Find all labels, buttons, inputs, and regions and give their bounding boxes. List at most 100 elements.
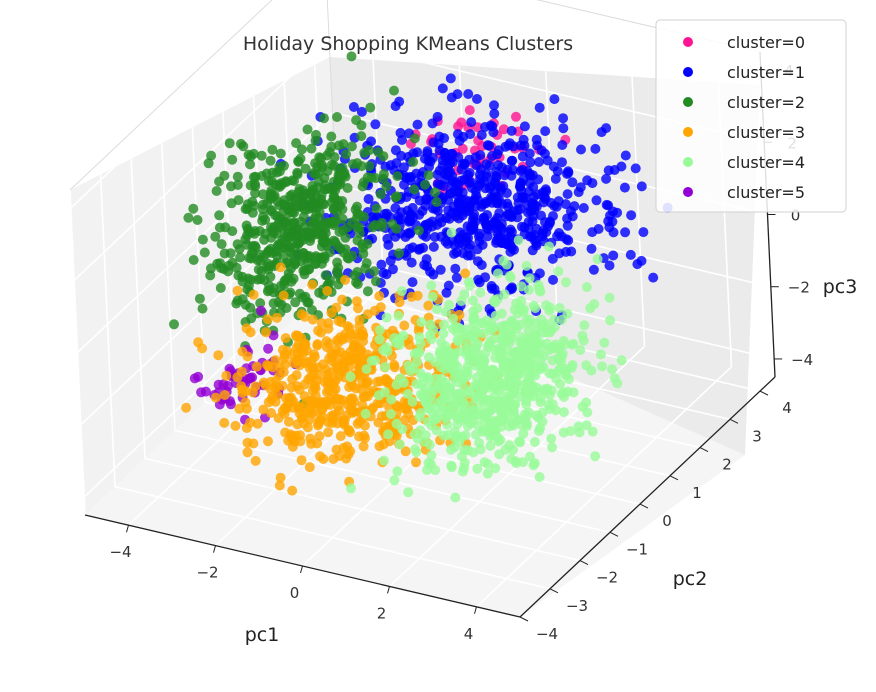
point-cluster=4 bbox=[477, 317, 488, 328]
point-cluster=3 bbox=[400, 446, 411, 457]
point-cluster=3 bbox=[262, 314, 273, 325]
legend-label-0: cluster=0 bbox=[727, 33, 805, 52]
point-cluster=2 bbox=[270, 179, 281, 190]
point-cluster=4 bbox=[497, 413, 508, 424]
point-cluster=1 bbox=[495, 232, 506, 243]
point-cluster=3 bbox=[399, 320, 410, 331]
point-cluster=4 bbox=[581, 420, 592, 431]
point-cluster=3 bbox=[274, 370, 285, 381]
point-cluster=2 bbox=[224, 138, 235, 149]
point-cluster=2 bbox=[319, 113, 329, 124]
point-cluster=4 bbox=[566, 362, 577, 373]
point-cluster=4 bbox=[451, 327, 462, 338]
point-cluster=4 bbox=[535, 286, 546, 297]
point-cluster=3 bbox=[241, 423, 252, 433]
point-cluster=4 bbox=[505, 357, 516, 368]
point-cluster=4 bbox=[492, 294, 503, 305]
point-cluster=5 bbox=[263, 343, 274, 354]
point-cluster=3 bbox=[310, 406, 321, 417]
point-cluster=3 bbox=[323, 427, 334, 438]
point-cluster=3 bbox=[337, 294, 348, 305]
legend: cluster=0 cluster=1 cluster=2 cluster=3 … bbox=[655, 19, 847, 213]
point-cluster=1 bbox=[632, 259, 643, 270]
point-cluster=4 bbox=[462, 421, 473, 432]
point-cluster=1 bbox=[542, 155, 553, 166]
point-cluster=4 bbox=[444, 406, 455, 417]
point-cluster=1 bbox=[554, 248, 565, 259]
point-cluster=2 bbox=[307, 203, 318, 214]
point-cluster=4 bbox=[502, 344, 513, 355]
point-cluster=3 bbox=[357, 400, 368, 411]
point-cluster=3 bbox=[248, 289, 259, 300]
point-cluster=4 bbox=[528, 300, 539, 311]
point-cluster=4 bbox=[518, 428, 529, 439]
point-cluster=1 bbox=[590, 143, 601, 154]
point-cluster=1 bbox=[524, 148, 535, 159]
point-cluster=4 bbox=[508, 368, 519, 379]
point-cluster=1 bbox=[540, 126, 551, 137]
point-cluster=1 bbox=[489, 100, 499, 111]
point-cluster=4 bbox=[581, 282, 592, 293]
point-cluster=4 bbox=[494, 449, 505, 460]
point-cluster=3 bbox=[340, 275, 351, 285]
point-cluster=2 bbox=[216, 239, 227, 250]
point-cluster=4 bbox=[453, 413, 464, 424]
point-cluster=3 bbox=[181, 402, 192, 413]
point-cluster=3 bbox=[326, 356, 337, 366]
point-cluster=2 bbox=[375, 189, 386, 200]
point-cluster=3 bbox=[296, 309, 307, 320]
point-cluster=3 bbox=[263, 436, 273, 447]
point-cluster=4 bbox=[597, 361, 608, 372]
point-cluster=1 bbox=[391, 158, 402, 169]
point-cluster=3 bbox=[277, 406, 288, 416]
point-cluster=1 bbox=[609, 165, 620, 175]
point-cluster=2 bbox=[223, 266, 234, 277]
point-cluster=1 bbox=[591, 195, 602, 206]
point-cluster=4 bbox=[426, 389, 437, 400]
point-cluster=1 bbox=[488, 127, 499, 138]
point-cluster=2 bbox=[269, 246, 280, 257]
point-cluster=2 bbox=[335, 172, 346, 183]
x-tick-mark bbox=[387, 586, 390, 594]
point-cluster=3 bbox=[294, 384, 305, 395]
point-cluster=1 bbox=[619, 182, 630, 193]
point-cluster=3 bbox=[296, 455, 307, 466]
point-cluster=2 bbox=[371, 276, 381, 287]
point-cluster=4 bbox=[385, 409, 396, 420]
point-cluster=2 bbox=[246, 248, 257, 259]
point-cluster=2 bbox=[361, 258, 372, 269]
point-cluster=3 bbox=[213, 350, 224, 361]
point-cluster=1 bbox=[440, 236, 451, 247]
point-cluster=1 bbox=[576, 144, 586, 155]
point-cluster=4 bbox=[390, 337, 401, 348]
point-cluster=4 bbox=[408, 363, 419, 374]
point-cluster=1 bbox=[567, 177, 578, 188]
point-cluster=0 bbox=[457, 143, 468, 154]
point-cluster=4 bbox=[605, 315, 616, 326]
chart-title: Holiday Shopping KMeans Clusters bbox=[243, 33, 573, 55]
point-cluster=1 bbox=[495, 222, 506, 233]
point-cluster=3 bbox=[357, 329, 368, 340]
point-cluster=1 bbox=[459, 159, 470, 170]
point-cluster=3 bbox=[398, 403, 409, 414]
point-cluster=2 bbox=[408, 156, 419, 167]
point-cluster=1 bbox=[519, 121, 530, 132]
pane-edge bbox=[69, 0, 273, 191]
point-cluster=2 bbox=[227, 226, 238, 237]
point-cluster=4 bbox=[393, 310, 404, 321]
point-cluster=2 bbox=[284, 207, 295, 218]
series-cluster=2 bbox=[169, 51, 442, 409]
y-tick-label: 1 bbox=[692, 484, 702, 502]
point-cluster=4 bbox=[506, 376, 517, 387]
point-cluster=3 bbox=[353, 353, 364, 364]
point-cluster=4 bbox=[414, 412, 425, 422]
legend-marker-5 bbox=[683, 187, 693, 197]
point-cluster=1 bbox=[601, 123, 612, 134]
point-cluster=2 bbox=[235, 252, 246, 263]
grid-line-z-left bbox=[76, 111, 334, 354]
point-cluster=3 bbox=[251, 361, 262, 372]
point-cluster=2 bbox=[430, 187, 440, 198]
point-cluster=4 bbox=[522, 359, 533, 370]
point-cluster=4 bbox=[505, 272, 516, 283]
point-cluster=1 bbox=[506, 155, 517, 166]
